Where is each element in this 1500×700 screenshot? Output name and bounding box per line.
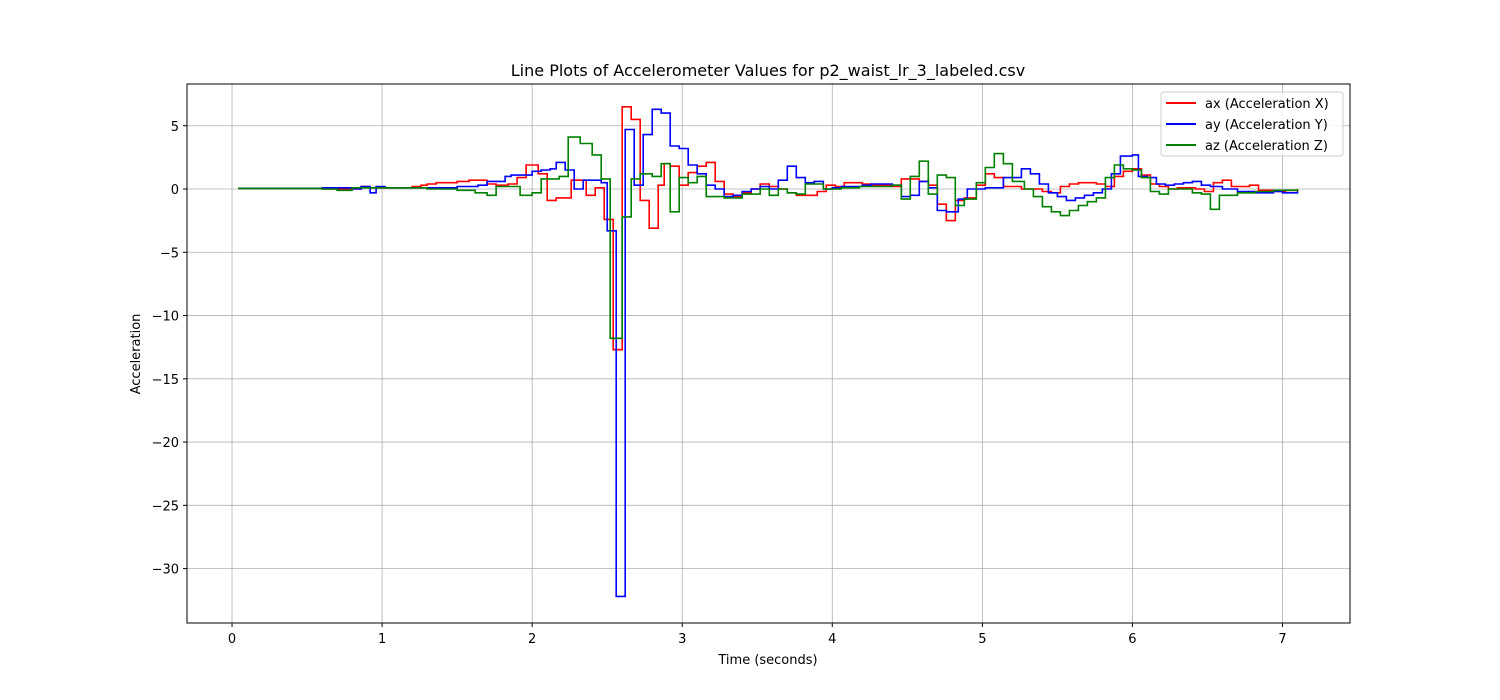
x-tick-label: 4 [828, 632, 836, 647]
y-tick-label: −10 [152, 310, 179, 325]
x-tick-label: 7 [1278, 632, 1286, 647]
legend: ax (Acceleration X) ay (Acceleration Y) az… [1160, 91, 1344, 157]
series-line-3 [238, 136, 1299, 340]
y-axis: 5 0 −5 −10 −15 −20 −25 −30 [152, 120, 187, 578]
y-tick-label: −30 [152, 563, 179, 578]
x-tick-label: 2 [528, 632, 536, 647]
x-tick-label: 3 [678, 632, 686, 647]
y-tick-label: −15 [152, 373, 179, 388]
y-tick-label: −25 [152, 499, 179, 514]
y-tick-label: −5 [160, 246, 179, 261]
y-tick-label: 0 [171, 183, 179, 198]
plot-frame [186, 83, 1351, 624]
legend-label-1: ax (Acceleration X) [1205, 97, 1329, 112]
legend-label-2: ay (Acceleration Y) [1205, 118, 1328, 133]
legend-box [1160, 91, 1344, 157]
y-axis-label: Acceleration [129, 314, 144, 395]
chart-title: Line Plots of Accelerometer Values for p… [511, 61, 1025, 81]
y-tick-label: 5 [171, 120, 179, 135]
x-tick-label: 5 [978, 632, 986, 647]
x-tick-label: 1 [378, 632, 386, 647]
series-lines [238, 106, 1299, 598]
x-tick-label: 0 [228, 632, 236, 647]
x-tick-label: 6 [1128, 632, 1136, 647]
x-axis-label: Time (seconds) [717, 653, 817, 668]
x-axis: 0 1 2 3 4 5 6 7 [228, 623, 1287, 647]
series-line-2 [238, 108, 1299, 598]
legend-label-3: az (Acceleration Z) [1205, 139, 1328, 154]
y-tick-label: −20 [152, 436, 179, 451]
